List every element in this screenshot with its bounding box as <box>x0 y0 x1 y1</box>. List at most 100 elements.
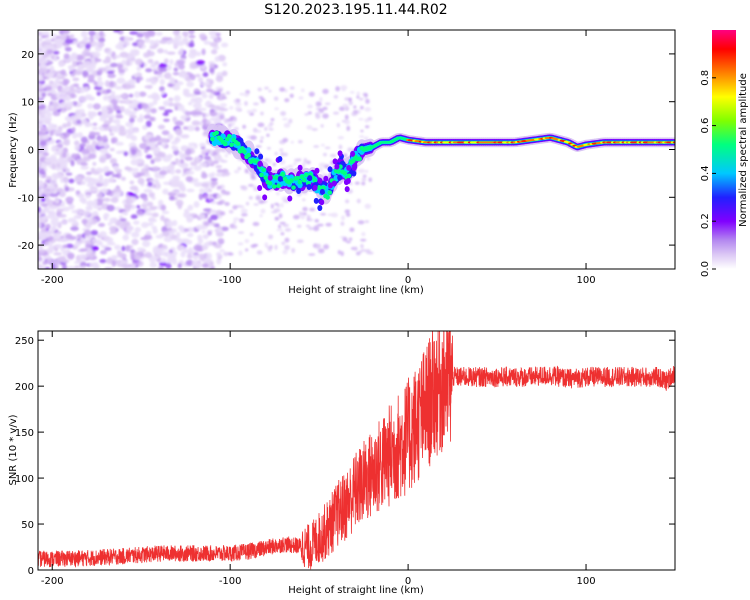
spectrogram-noise-cell <box>67 217 77 223</box>
spectrogram-noise-cell <box>106 70 115 75</box>
spectrogram-noise-cell <box>250 244 257 248</box>
spectrogram-noise-cell <box>201 245 208 251</box>
y-tick-label: 0 <box>28 146 34 157</box>
spectrogram-noise-cell <box>160 143 167 148</box>
spectrogram-noise-cell <box>58 61 65 68</box>
spectrogram-ridge-cell <box>254 148 260 155</box>
spectrogram-ridge-cell <box>350 150 356 157</box>
spectrogram-noise-cell <box>253 203 259 206</box>
spectrogram-ridge-cell <box>346 173 352 179</box>
spectrogram-noise-cell <box>78 61 83 65</box>
spectrogram-noise-cell <box>340 251 344 257</box>
spectrogram-noise-cell <box>220 226 229 232</box>
spectrogram-noise-cell <box>308 218 314 222</box>
spectrogram-noise-cell <box>358 250 363 254</box>
spectrogram-noise-cell <box>156 71 163 75</box>
spectrogram-noise-cell <box>96 91 101 96</box>
spectrogram-noise-cell <box>237 166 242 171</box>
spectrogram-noise-cell <box>189 48 196 54</box>
spectrogram-noise-cell <box>307 111 312 115</box>
spectrogram-noise-cell <box>73 260 81 265</box>
spectrogram-noise-cell <box>225 171 230 177</box>
spectrogram-noise-cell <box>48 71 56 75</box>
spectrogram-noise-cell <box>143 163 149 169</box>
spectrogram-noise-cell <box>92 178 100 184</box>
spectrogram-noise-cell <box>70 73 76 78</box>
spectrogram-noise-cell <box>147 181 153 187</box>
spectrogram-noise-cell <box>151 212 159 218</box>
spectrogram-noise-cell <box>129 153 139 159</box>
spectrogram-noise-cell <box>264 86 269 90</box>
spectrogram-noise-cell <box>140 168 147 173</box>
spectrogram-noise-cell <box>112 206 122 211</box>
spectrogram-ridge-cell <box>336 169 341 174</box>
spectrogram-noise-cell <box>169 181 176 187</box>
spectrogram-noise-cell <box>324 146 331 150</box>
spectrogram-noise-cell <box>348 101 353 106</box>
spectrogram-noise-cell <box>273 96 279 101</box>
spectrogram-noise-cell <box>160 204 167 211</box>
spectrogram-noise-cell <box>62 176 69 183</box>
spectrogram-noise-cell <box>177 104 185 111</box>
spectrogram-noise-cell <box>182 37 189 42</box>
spectrogram-noise-cell <box>214 147 224 152</box>
spectrogram-noise-cell <box>252 102 259 106</box>
spectrogram-ridge-cell <box>314 167 320 174</box>
spectrogram-noise-cell <box>306 125 313 130</box>
spectrogram-noise-cell <box>151 225 157 230</box>
spectrogram-noise-cell <box>53 130 63 135</box>
spectrogram-y-axis: -20 -10 0 10 20 <box>18 50 675 252</box>
spectrogram-ridge-cell <box>257 184 263 191</box>
spectrogram-noise-cell <box>199 161 208 168</box>
spectrogram-noise-cell <box>89 35 94 43</box>
spectrogram-ridge-cell <box>227 133 232 139</box>
spectrogram-noise-cell <box>72 77 80 82</box>
spectrogram-noise-cell <box>80 148 90 155</box>
spectrogram-noise-cell <box>67 265 76 269</box>
spectrogram-noise-cell <box>208 196 213 201</box>
spectrogram-noise-cell <box>60 109 66 113</box>
spectrogram-noise-cell <box>98 178 104 185</box>
spectrogram-noise-cell <box>43 134 51 139</box>
spectrogram-noise-cell <box>183 248 188 254</box>
spectrogram-noise-cell <box>152 99 158 105</box>
spectrogram-noise-cell <box>92 51 101 58</box>
spectrogram-noise-cell <box>185 175 193 182</box>
spectrogram-noise-cell <box>106 51 113 56</box>
spectrogram-noise-cell <box>163 72 172 80</box>
spectrogram-noise-cell <box>244 239 250 244</box>
spectrogram-noise-cell <box>193 181 203 187</box>
spectrogram-noise-cell <box>275 191 280 196</box>
spectrogram-noise-cell <box>199 142 206 148</box>
spectrogram-noise-cell <box>70 159 75 167</box>
spectrogram-noise-cell <box>119 105 125 113</box>
spectrogram-noise-cell <box>214 243 222 249</box>
spectrogram-noise-cell <box>127 52 134 57</box>
spectrogram-noise-cell <box>354 181 360 185</box>
spectrogram-noise-cell <box>152 157 162 162</box>
spectrogram-noise-cell <box>344 119 351 125</box>
spectrogram-noise-cell <box>340 221 345 226</box>
spectrogram-noise-cell <box>257 87 262 92</box>
spectrogram-noise-cell <box>315 114 321 119</box>
spectrogram-noise-cell <box>284 244 290 251</box>
spectrogram-noise-cell <box>148 217 156 222</box>
spectrogram-noise-cell <box>306 214 311 220</box>
spectrogram-noise-cell <box>220 103 227 108</box>
spectrogram-noise-cell <box>87 103 94 109</box>
spectrogram-noise-cell <box>83 176 93 183</box>
spectrogram-noise-cell <box>268 89 272 93</box>
spectrogram-noise-cell <box>343 153 348 158</box>
spectrogram-noise-cell <box>83 37 88 41</box>
spectrogram-noise-cell <box>92 126 99 131</box>
spectrogram-noise-cell <box>219 249 225 253</box>
spectrogram-noise-cell <box>163 236 173 243</box>
spectrogram-noise-cell <box>182 88 190 93</box>
spectrogram-noise-cell <box>364 220 370 224</box>
spectrogram-noise-cell <box>129 185 139 191</box>
spectrogram-noise-cell <box>209 79 214 85</box>
spectrogram-noise-cell <box>251 108 257 113</box>
spectrogram-noise-cell <box>62 244 68 249</box>
spectrogram-noise-cell <box>76 119 82 125</box>
